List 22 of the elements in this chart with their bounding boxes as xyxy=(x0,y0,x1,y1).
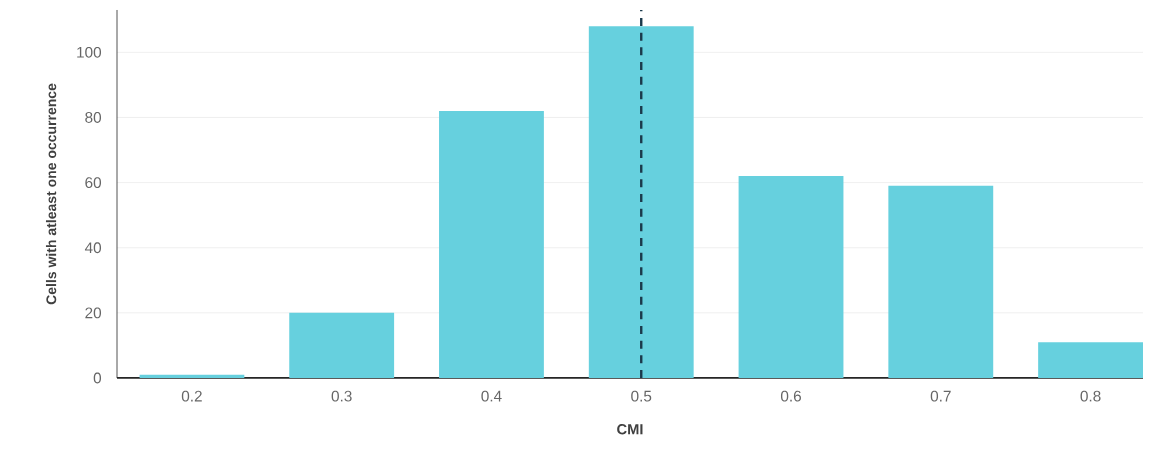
y-tick-label: 40 xyxy=(84,242,102,254)
x-tick-label: 0.4 xyxy=(481,390,502,402)
x-tick-label: 0.2 xyxy=(181,390,202,402)
bar xyxy=(888,185,994,378)
y-axis-title: Cells with atleast one occurrence xyxy=(45,83,57,305)
bar xyxy=(439,110,544,378)
bar xyxy=(139,374,245,378)
x-tick-label: 0.3 xyxy=(331,390,352,402)
x-tick-label: 0.6 xyxy=(780,390,801,402)
bar xyxy=(289,312,395,378)
y-tick-label: 80 xyxy=(85,112,102,123)
bar xyxy=(738,176,844,378)
x-axis-title: CMI xyxy=(617,424,643,435)
y-tick-label: 0 xyxy=(93,372,102,384)
x-tick-label: 0.7 xyxy=(930,390,951,402)
y-tick-label: 100 xyxy=(77,46,102,58)
y-tick-label: 60 xyxy=(85,177,102,189)
bar xyxy=(1038,342,1143,378)
x-tick-label: 0.5 xyxy=(631,390,652,402)
x-tick-label: 0.8 xyxy=(1080,390,1101,402)
bar xyxy=(588,26,694,378)
y-tick-label: 20 xyxy=(85,307,102,319)
